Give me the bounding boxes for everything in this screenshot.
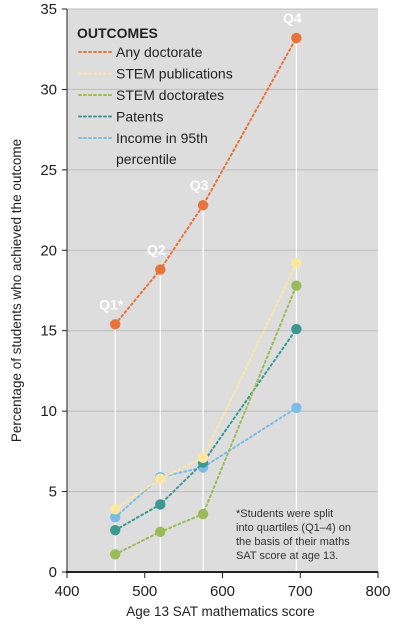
point-stem-doctorates-1 [110, 549, 121, 560]
series-line-stem-doctorates [114, 284, 298, 556]
quartile-label-1: Q1* [99, 296, 124, 312]
x-tick-label-600: 600 [210, 583, 235, 600]
legend-label-income-in-95th-percentile-line2: percentile [116, 151, 177, 167]
legend: OUTCOMES Any doctorate STEM publications S… [77, 25, 233, 167]
point-income-in-95th-percentile-4 [291, 402, 302, 414]
footnote-line-2: into quartiles (Q1–4) on [236, 522, 351, 534]
legend-title: OUTCOMES [77, 25, 158, 41]
footnote-line-4: SAT score at age 13. [236, 550, 338, 562]
y-tick-label-10: 10 [40, 403, 57, 420]
series-line-any-doctorate [114, 36, 298, 326]
point-stem-publications-4 [291, 257, 302, 269]
legend-label-stem-doctorates: STEM doctorates [116, 87, 224, 103]
axes: 0 5 10 15 20 25 30 35 400 500 600 700 800 [40, 1, 390, 600]
legend-label-income-in-95th-percentile: Income in 95th [116, 130, 208, 146]
legend-label-any-doctorate: Any doctorate [116, 44, 203, 60]
x-tick-label-500: 500 [132, 583, 157, 600]
quartile-labels: Q1* Q2 Q3 Q4 [99, 10, 302, 312]
legend-label-stem-publications: STEM publications [116, 66, 233, 82]
quartile-label-2: Q2 [147, 242, 166, 258]
y-axis-title: Percentage of students who achieved the … [9, 139, 24, 442]
y-tick-label-15: 15 [40, 323, 57, 340]
point-any-doctorate-2 [155, 264, 166, 275]
y-tick-label-0: 0 [49, 564, 57, 581]
point-patents-2 [155, 499, 166, 510]
point-stem-publications-1 [110, 504, 121, 515]
point-stem-doctorates-4 [291, 280, 302, 291]
point-stem-doctorates-3 [197, 508, 209, 520]
data-series [110, 32, 302, 560]
point-patents-4 [291, 323, 302, 335]
y-tick-label-35: 35 [40, 1, 57, 18]
x-tick-label-800: 800 [365, 583, 390, 600]
series-line-stem-publications [114, 262, 298, 511]
x-tick-label-700: 700 [288, 583, 313, 600]
gridlines [67, 8, 378, 493]
point-stem-publications-2 [155, 473, 166, 484]
y-tick-label-30: 30 [40, 81, 57, 98]
footnote-line-1: *Students were split [236, 508, 333, 520]
y-tick-label-5: 5 [49, 484, 57, 501]
quartile-label-4: Q4 [283, 10, 302, 26]
footnote-line-3: the basis of their maths [236, 536, 350, 548]
point-any-doctorate-4 [291, 32, 302, 44]
x-axis-title: Age 13 SAT mathematics score [126, 604, 315, 619]
series-line-income-in-95th-percentile [114, 406, 298, 519]
y-tick-label-25: 25 [40, 162, 57, 179]
legend-label-patents: Patents [116, 109, 163, 125]
plot-background [67, 9, 378, 572]
series-line-patents [114, 328, 298, 532]
point-patents-1 [110, 524, 121, 536]
point-any-doctorate-1 [110, 319, 121, 330]
point-stem-publications-3 [197, 452, 209, 463]
point-income-in-95th-percentile-1 [110, 512, 121, 523]
point-stem-doctorates-2 [155, 526, 166, 537]
footnote: *Students were split into quartiles (Q1–4… [236, 508, 351, 562]
y-tick-label-20: 20 [40, 242, 57, 259]
x-tick-label-400: 400 [54, 583, 79, 600]
point-any-doctorate-3 [197, 200, 209, 211]
quartile-label-3: Q3 [190, 177, 209, 193]
